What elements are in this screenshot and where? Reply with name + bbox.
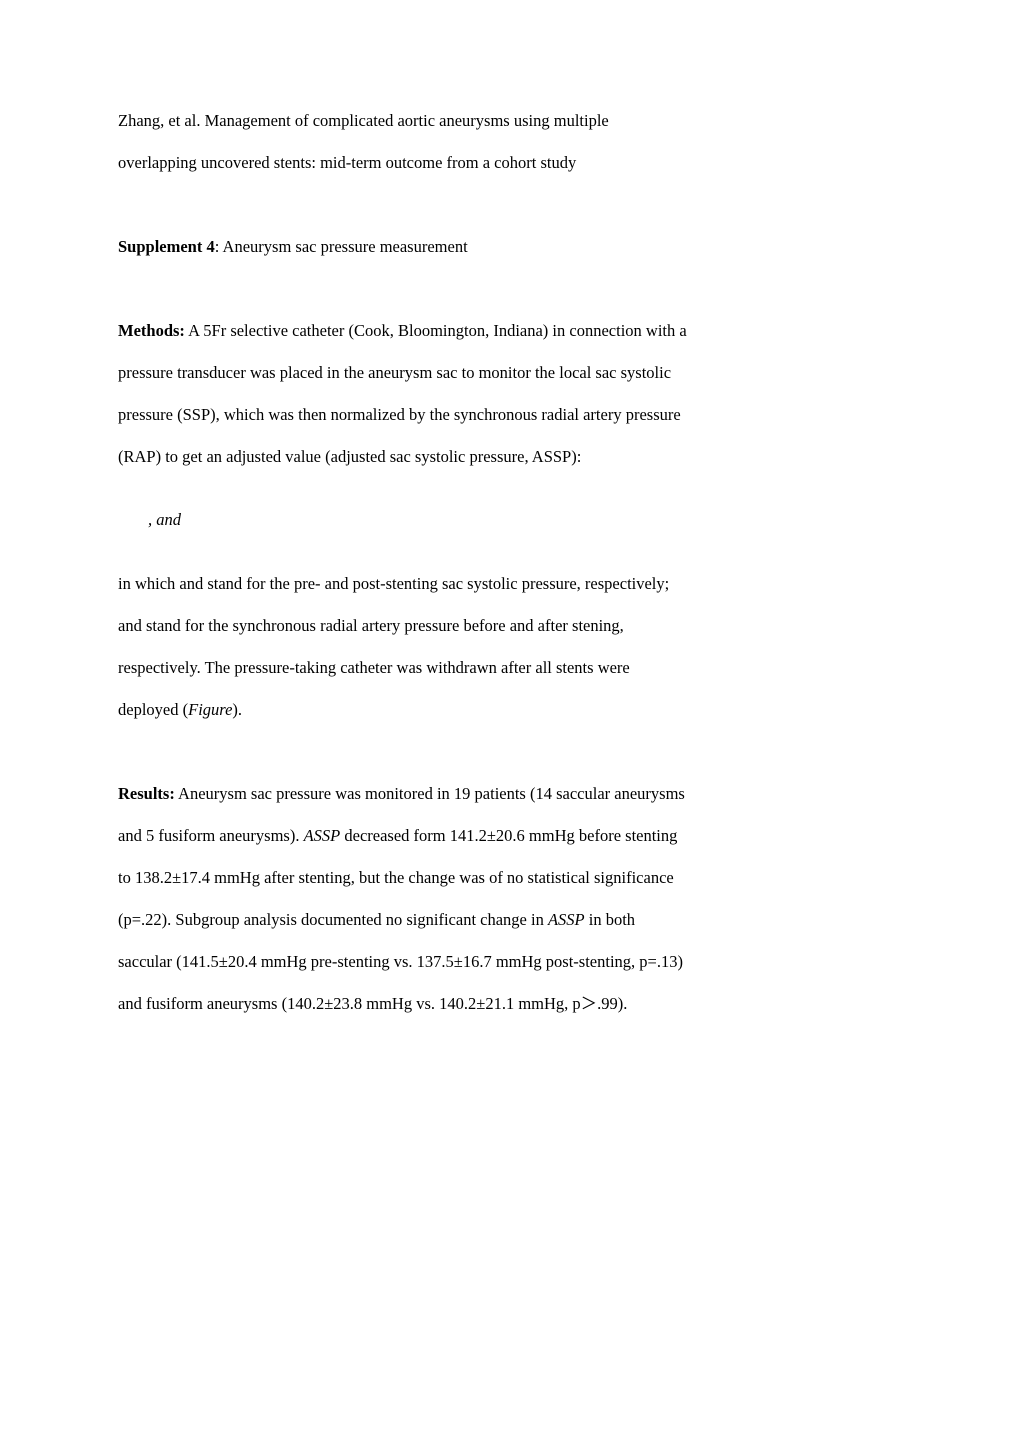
- supplement-title: : Aneurysm sac pressure measurement: [215, 237, 468, 256]
- explanation-figure-ref: Figure: [188, 700, 232, 719]
- methods-text-2: pressure transducer was placed in the an…: [118, 363, 671, 382]
- header-line-1: Zhang, et al. Management of complicated …: [118, 111, 609, 130]
- methods-label: Methods:: [118, 321, 185, 340]
- formula-text: , and: [148, 510, 181, 529]
- header-line-2: overlapping uncovered stents: mid-term o…: [118, 153, 576, 172]
- results-text-5: saccular (141.5±20.4 mmHg pre-stenting v…: [118, 952, 683, 971]
- spacer: [118, 184, 902, 226]
- results-text-2c: decreased form 141.2±20.6 mmHg before st…: [340, 826, 677, 845]
- results-assp-2: ASSP: [548, 910, 585, 929]
- results-label: Results:: [118, 784, 175, 803]
- explanation-paragraph: in which and stand for the pre- and post…: [118, 563, 902, 731]
- explanation-line-4a: deployed (: [118, 700, 188, 719]
- explanation-line-3: respectively. The pressure-taking cathet…: [118, 658, 630, 677]
- spacer: [118, 268, 902, 310]
- spacer: [118, 478, 902, 499]
- explanation-line-1: in which and stand for the pre- and post…: [118, 574, 669, 593]
- supplement-heading: Supplement 4: Aneurysm sac pressure meas…: [118, 226, 902, 268]
- methods-text-4: (RAP) to get an adjusted value (adjusted…: [118, 447, 581, 466]
- methods-text-1: A 5Fr selective catheter (Cook, Blooming…: [185, 321, 687, 340]
- results-text-3: to 138.2±17.4 mmHg after stenting, but t…: [118, 868, 674, 887]
- results-text-6: and fusiform aneurysms (140.2±23.8 mmHg …: [118, 994, 627, 1013]
- spacer: [118, 542, 902, 563]
- results-text-1: Aneurysm sac pressure was monitored in 1…: [175, 784, 685, 803]
- explanation-line-4c: ).: [232, 700, 242, 719]
- supplement-label: Supplement 4: [118, 237, 215, 256]
- methods-paragraph: Methods: A 5Fr selective catheter (Cook,…: [118, 310, 902, 478]
- results-text-4c: in both: [585, 910, 635, 929]
- formula-line: , and: [118, 499, 902, 541]
- document-body: Zhang, et al. Management of complicated …: [118, 100, 902, 1025]
- results-text-2a: and 5 fusiform aneurysms).: [118, 826, 304, 845]
- results-assp-1: ASSP: [304, 826, 341, 845]
- results-paragraph: Results: Aneurysm sac pressure was monit…: [118, 773, 902, 1025]
- explanation-line-2: and stand for the synchronous radial art…: [118, 616, 624, 635]
- methods-text-3: pressure (SSP), which was then normalize…: [118, 405, 681, 424]
- header-paragraph: Zhang, et al. Management of complicated …: [118, 100, 902, 184]
- spacer: [118, 731, 902, 773]
- results-text-4a: (p=.22). Subgroup analysis documented no…: [118, 910, 548, 929]
